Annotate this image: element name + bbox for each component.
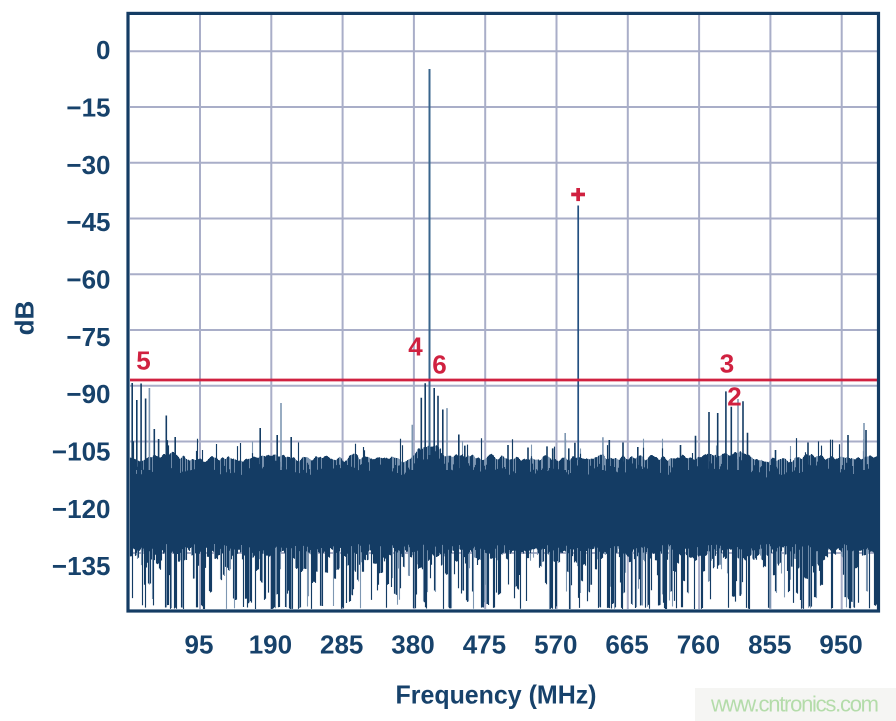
svg-text:www.cntronics.com: www.cntronics.com	[710, 692, 879, 717]
svg-text:665: 665	[605, 630, 648, 660]
svg-text:−60: −60	[66, 265, 110, 295]
svg-text:190: 190	[249, 630, 292, 660]
svg-text:−105: −105	[52, 437, 111, 467]
svg-text:6: 6	[432, 349, 446, 379]
svg-text:570: 570	[534, 630, 577, 660]
svg-text:−120: −120	[52, 494, 111, 524]
svg-text:Frequency (MHz): Frequency (MHz)	[396, 680, 597, 710]
svg-text:−135: −135	[52, 551, 111, 581]
svg-text:285: 285	[320, 630, 363, 660]
svg-text:95: 95	[185, 630, 214, 660]
svg-text:dB: dB	[10, 301, 40, 336]
svg-text:−90: −90	[66, 379, 110, 409]
svg-text:855: 855	[748, 630, 791, 660]
svg-text:3: 3	[720, 348, 734, 378]
svg-text:475: 475	[463, 630, 506, 660]
svg-text:950: 950	[819, 630, 862, 660]
svg-text:5: 5	[136, 345, 150, 375]
svg-text:2: 2	[727, 381, 741, 411]
svg-text:4: 4	[408, 331, 423, 361]
svg-text:760: 760	[677, 630, 720, 660]
svg-text:0: 0	[96, 35, 110, 65]
svg-text:−75: −75	[66, 322, 110, 352]
svg-text:380: 380	[391, 630, 434, 660]
svg-text:−15: −15	[66, 93, 110, 123]
svg-text:−45: −45	[66, 207, 110, 237]
svg-text:−30: −30	[66, 150, 110, 180]
